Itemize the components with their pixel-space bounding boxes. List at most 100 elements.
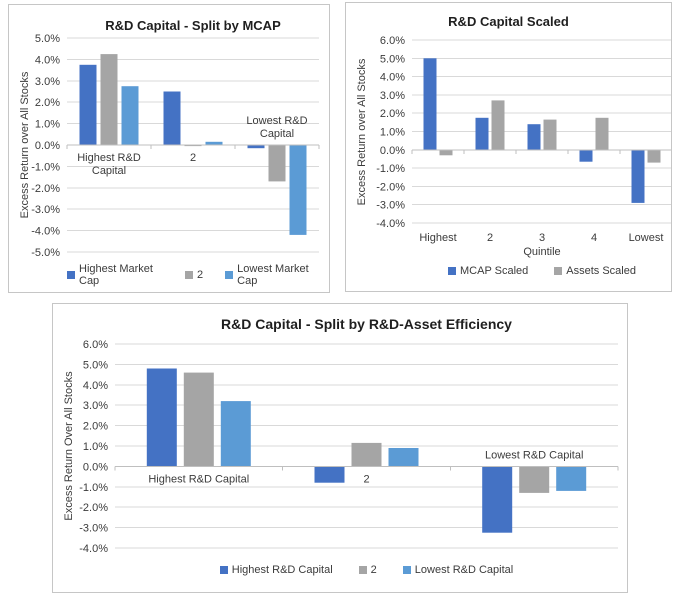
y-tick-label: 5.0%	[83, 359, 108, 371]
y-tick-label: 6.0%	[83, 339, 108, 351]
plot-area-scaled: 6.0% 5.0% 4.0% 3.0% 2.0% 1.0% 0.0% -1.0% -2.0% -3…	[376, 35, 671, 244]
bar-series0-cat1	[475, 117, 489, 150]
bar-series2-cat2	[556, 466, 587, 491]
y-tick-label: -2.0%	[79, 502, 108, 514]
y-axis-title: Excess Return over All Stocks	[19, 71, 31, 219]
legend-swatch-square	[402, 566, 411, 574]
y-tick-label: 1.0%	[35, 119, 60, 131]
bar-series1-cat2	[543, 119, 557, 150]
y-tick-label: -2.0%	[31, 183, 60, 195]
bar-series0-cat3	[579, 149, 593, 162]
bar-series2-cat1	[388, 448, 419, 467]
y-tick-label: 4.0%	[83, 380, 108, 392]
category-label: 2	[363, 473, 369, 485]
chart-title: R&D Capital Scaled	[448, 14, 569, 29]
bar-series2-cat0	[220, 401, 251, 467]
category-label: 3	[539, 232, 545, 244]
y-tick-label: 6.0%	[380, 35, 405, 47]
bar-series0-cat1	[163, 91, 181, 145]
legend-swatch-square	[225, 271, 234, 279]
bar-series0-cat2	[247, 145, 265, 149]
bar-series0-cat2	[527, 124, 541, 150]
legend-item: Lowest Market Cap	[225, 263, 319, 287]
category-label: Highest	[419, 232, 456, 244]
bar-series1-cat1	[184, 145, 202, 147]
y-tick-label: 3.0%	[380, 90, 405, 102]
bar-series0-cat0	[79, 64, 97, 146]
y-tick-label: 4.0%	[380, 72, 405, 84]
bar-series2-cat0	[121, 86, 139, 145]
bar-series0-cat1	[314, 466, 345, 483]
bar-series0-cat2	[482, 466, 513, 533]
legend-swatch-square	[185, 271, 194, 279]
bar-series0-cat0	[146, 368, 177, 467]
chart-title: R&D Capital - Split by MCAP	[105, 18, 281, 33]
legend-item: 2	[185, 269, 203, 281]
legend-swatch-square	[67, 271, 75, 279]
y-tick-label: -2.0%	[376, 181, 405, 193]
legend-item: Lowest R&D Capital	[402, 564, 514, 576]
y-tick-label: 2.0%	[380, 108, 405, 120]
legend: MCAP Scaled Assets Scaled	[412, 265, 672, 277]
legend-item: Assets Scaled	[554, 265, 636, 277]
category-label: Highest R&D Capital	[77, 152, 141, 177]
legend-item: Highest Market Cap	[67, 263, 163, 287]
bar-series2-cat2	[289, 145, 307, 235]
y-tick-label: -1.0%	[376, 163, 405, 175]
chart-title: R&D Capital - Split by R&D-Asset Efficie…	[221, 316, 512, 332]
y-tick-label: 1.0%	[380, 127, 405, 139]
chart-split-by-mcap: 5.0% 4.0% 3.0% 2.0% 1.0% 0.0% -1.0% -2.0% -3.0% -…	[8, 4, 330, 293]
legend-label: Lowest R&D Capital	[414, 564, 514, 576]
bar-series1-cat2	[268, 145, 286, 182]
bar-series1-cat0	[100, 54, 118, 145]
y-tick-label: 0.0%	[35, 140, 60, 152]
legend-swatch-square	[219, 566, 228, 574]
bar-series2-cat1	[205, 141, 223, 145]
plot-area-mcap: 5.0% 4.0% 3.0% 2.0% 1.0% 0.0% -1.0% -2.0% -3.0% -…	[31, 33, 320, 259]
legend: Highest R&D Capital 2 Lowest R&D Capital	[115, 564, 618, 576]
legend-swatch-square	[554, 267, 563, 275]
bar-series0-cat4	[631, 149, 645, 203]
category-label: Lowest R&D Capital	[246, 115, 307, 140]
y-axis-title: Excess Return Over All Stocks	[63, 371, 75, 521]
legend-label: 2	[370, 564, 377, 576]
chart-rd-capital-scaled: 6.0% 5.0% 4.0% 3.0% 2.0% 1.0% 0.0% -1.0% -2.0% -3…	[345, 2, 672, 292]
y-tick-label: -4.0%	[376, 218, 405, 230]
y-tick-label: -1.0%	[31, 161, 60, 173]
bar-series1-cat0	[439, 149, 453, 156]
y-tick-label: -4.0%	[79, 543, 108, 555]
y-tick-label: -3.0%	[79, 523, 108, 535]
legend-swatch-square	[448, 267, 456, 275]
bar-series1-cat1	[491, 100, 505, 150]
legend-item: Highest R&D Capital	[219, 564, 333, 576]
legend-item: MCAP Scaled	[448, 265, 528, 277]
category-label: Lowest	[629, 232, 664, 244]
y-tick-label: -3.0%	[31, 204, 60, 216]
y-tick-label: 1.0%	[83, 441, 108, 453]
y-axis-title: Excess Return over All Stocks	[356, 58, 368, 205]
category-label: Lowest R&D Capital	[485, 449, 583, 461]
bar-series1-cat4	[647, 149, 661, 163]
y-tick-label: 5.0%	[380, 53, 405, 65]
legend: Highest Market Cap 2 Lowest Market Cap	[67, 263, 319, 287]
bar-series1-cat2	[519, 466, 550, 493]
legend-label: 2	[197, 269, 204, 281]
x-axis-title: Quintile	[523, 246, 561, 258]
legend-item: 2	[358, 564, 377, 576]
y-tick-label: 3.0%	[83, 400, 108, 412]
y-tick-label: -3.0%	[376, 200, 405, 212]
y-tick-label: 2.0%	[35, 97, 60, 109]
y-tick-label: 5.0%	[35, 33, 60, 45]
legend-swatch-square	[358, 566, 367, 574]
y-tick-label: -5.0%	[31, 247, 60, 259]
bar-series1-cat0	[183, 372, 214, 467]
legend-label: Highest Market Cap	[79, 263, 153, 287]
plot-area-efficiency: 6.0% 5.0% 4.0% 3.0% 2.0% 1.0% 0.0% -1.0% -2.0% -3…	[79, 339, 619, 555]
y-tick-label: 2.0%	[83, 421, 108, 433]
bar-series1-cat3	[595, 117, 609, 150]
y-tick-label: 3.0%	[35, 76, 60, 88]
y-tick-label: -4.0%	[31, 226, 60, 238]
legend-label: Lowest Market Cap	[237, 263, 309, 287]
legend-label: Assets Scaled	[566, 265, 636, 277]
category-label: 2	[190, 152, 196, 164]
